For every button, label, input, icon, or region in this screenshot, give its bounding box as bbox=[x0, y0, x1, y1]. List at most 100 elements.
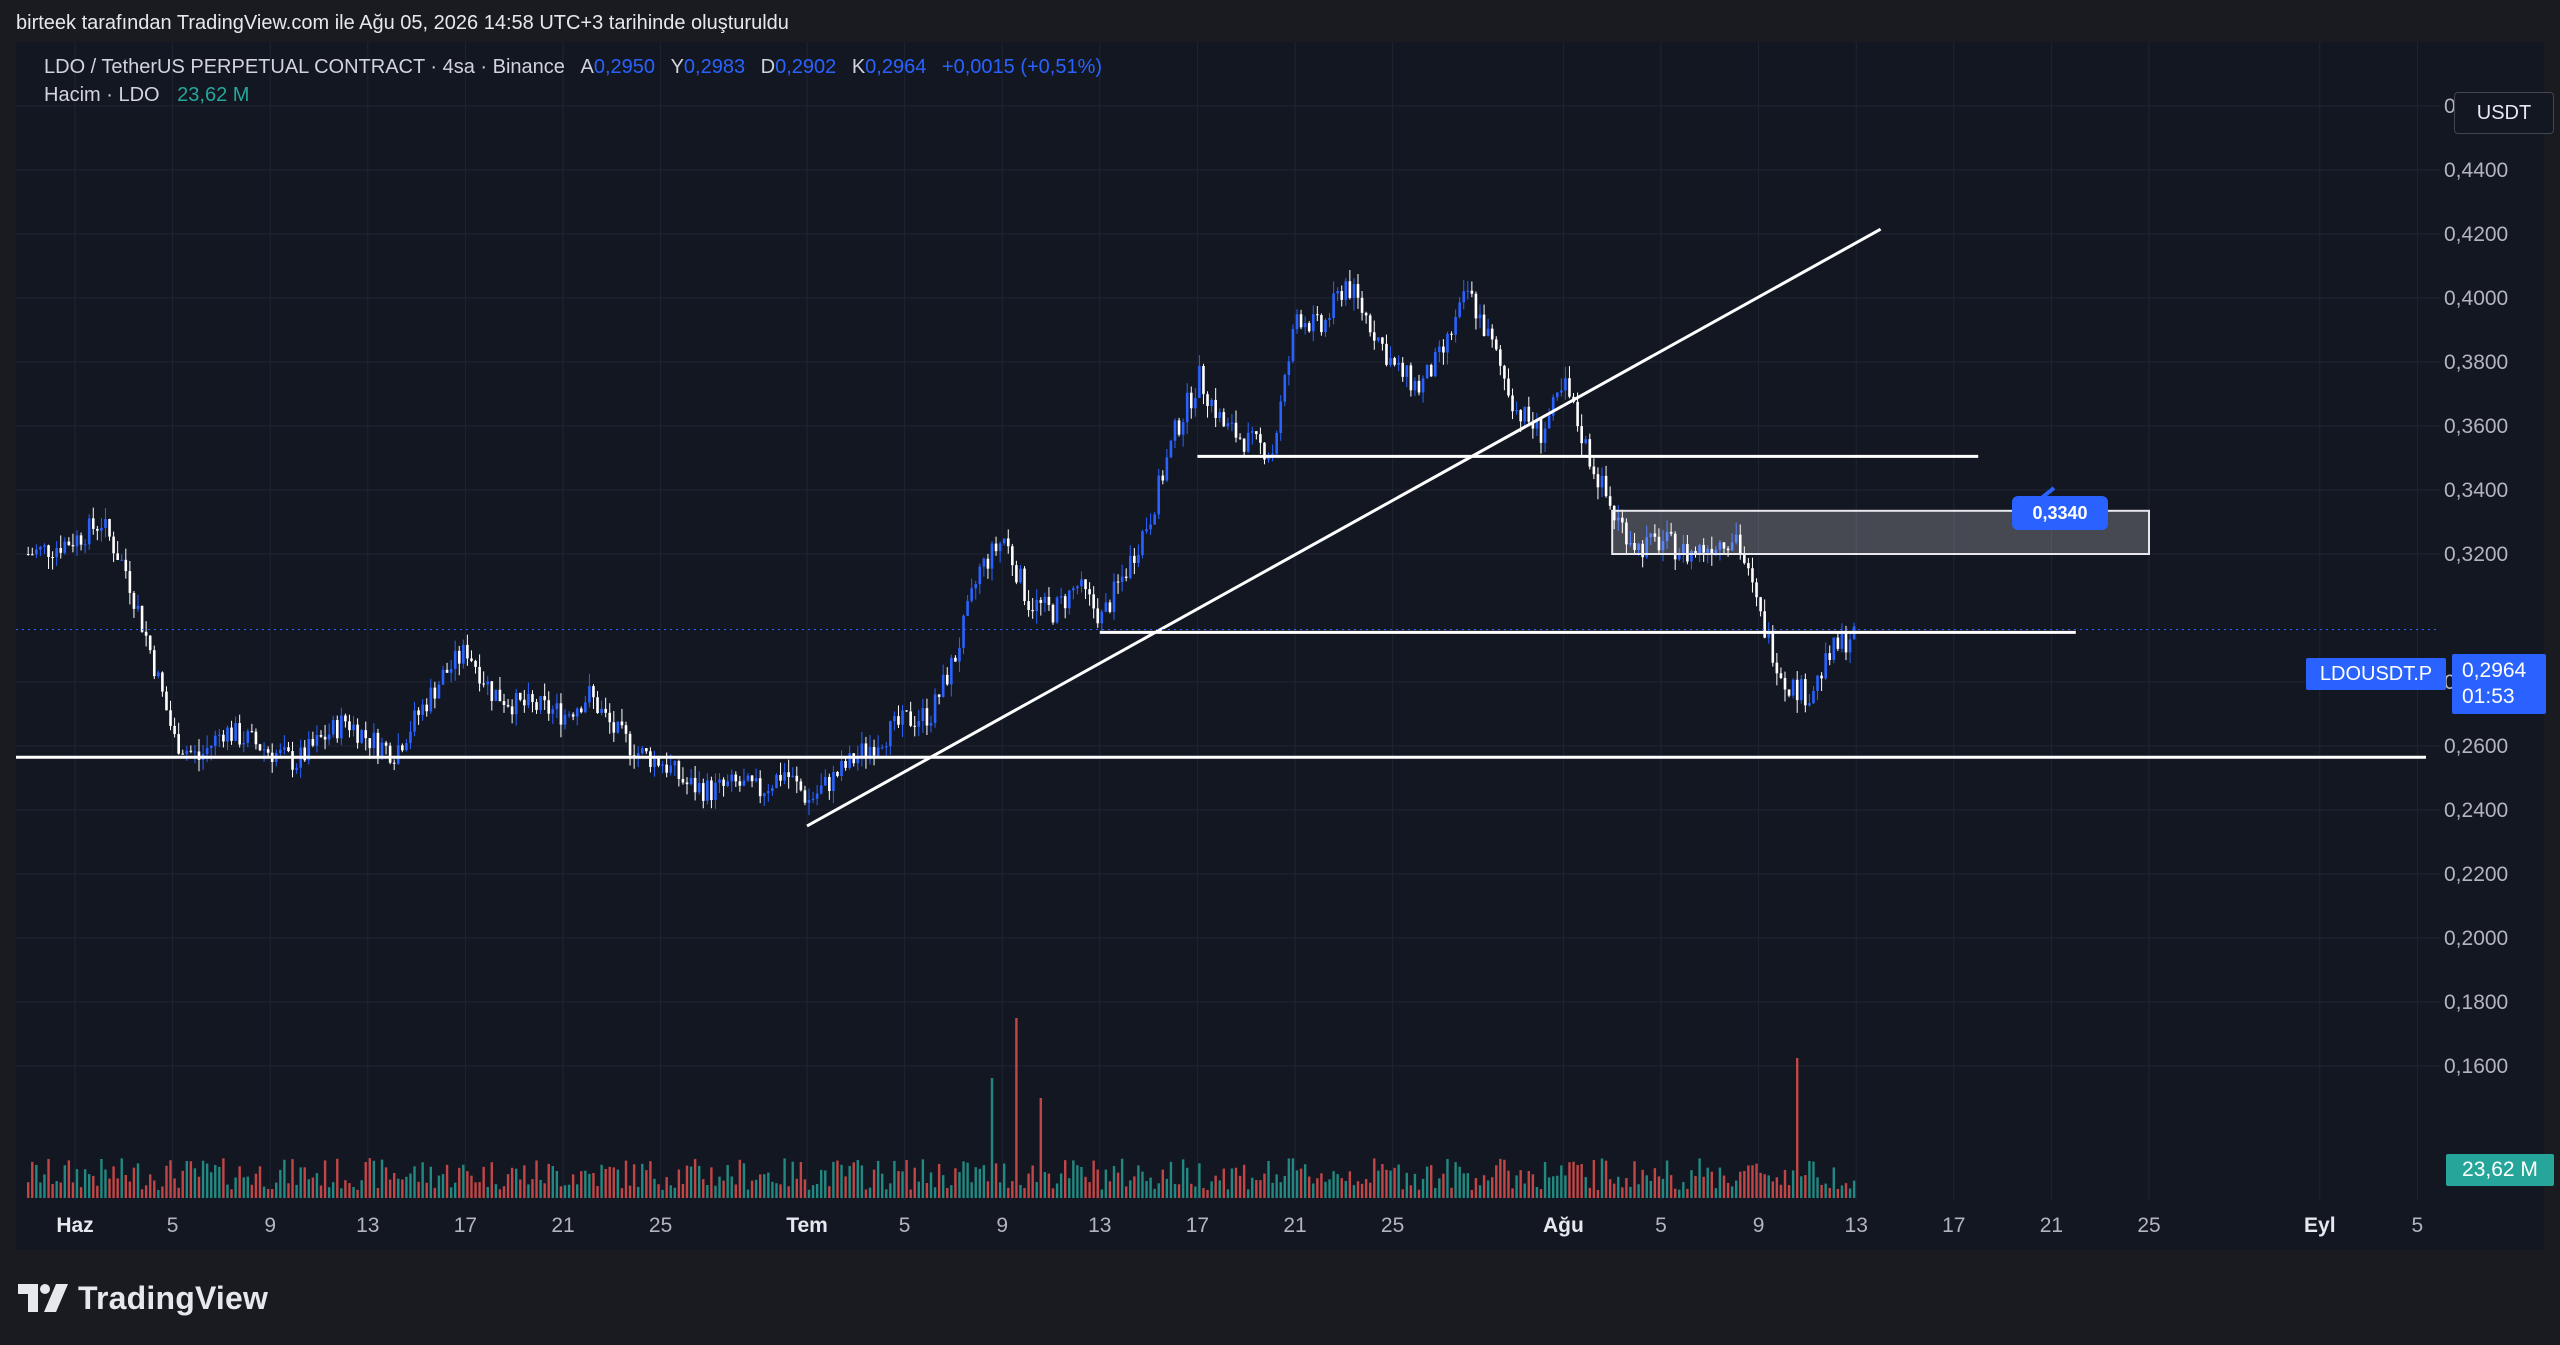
candle-body bbox=[559, 703, 563, 725]
volume-bar bbox=[836, 1160, 839, 1198]
volume-bar bbox=[738, 1159, 742, 1198]
candle-body bbox=[701, 783, 705, 801]
volume-bar bbox=[1039, 1098, 1042, 1198]
volume-bar bbox=[181, 1170, 184, 1198]
candle-body bbox=[1547, 415, 1551, 429]
candle-body bbox=[551, 709, 555, 714]
volume-bar bbox=[1775, 1177, 1779, 1198]
candle-body bbox=[1421, 378, 1425, 393]
candle-body bbox=[628, 733, 632, 756]
candle-body bbox=[775, 774, 778, 788]
volume-bar bbox=[567, 1184, 571, 1198]
volume-bar bbox=[1356, 1181, 1360, 1198]
candle-body bbox=[283, 747, 286, 750]
candle-body bbox=[1238, 437, 1242, 439]
chart-area[interactable]: 0,46000,44000,42000,40000,38000,36000,34… bbox=[16, 42, 2554, 1250]
candle-body bbox=[1767, 631, 1771, 638]
volume-bar bbox=[1446, 1158, 1449, 1198]
volume-bar bbox=[1100, 1189, 1103, 1198]
time-axis-label: 25 bbox=[649, 1214, 672, 1237]
volume-bar bbox=[1409, 1185, 1413, 1198]
volume-bar bbox=[783, 1158, 786, 1198]
candle-body bbox=[1462, 291, 1466, 303]
volume-bar bbox=[588, 1173, 591, 1198]
candle-body bbox=[1177, 420, 1181, 435]
candle-body bbox=[1511, 395, 1514, 412]
volume-bar bbox=[1641, 1169, 1644, 1198]
volume-bar bbox=[1369, 1182, 1372, 1198]
volume-bar bbox=[1458, 1166, 1461, 1198]
volume-bar bbox=[628, 1185, 632, 1198]
candle-body bbox=[331, 720, 335, 735]
price-chart[interactable]: 0,46000,44000,42000,40000,38000,36000,34… bbox=[16, 42, 2544, 1250]
candle-body bbox=[653, 757, 656, 767]
candle-body bbox=[35, 549, 38, 555]
candle-body bbox=[547, 700, 551, 714]
candle-body bbox=[1808, 703, 1811, 706]
time-axis-label: 21 bbox=[1283, 1214, 1306, 1237]
candle-body bbox=[1413, 380, 1417, 391]
volume-bar bbox=[966, 1162, 969, 1198]
price-callout[interactable]: 0,3340 bbox=[2012, 496, 2108, 530]
volume-bar bbox=[1466, 1173, 1469, 1198]
volume-bar bbox=[246, 1176, 249, 1198]
volume-bar bbox=[169, 1160, 172, 1198]
volume-bar bbox=[576, 1184, 579, 1198]
candles bbox=[26, 270, 1856, 816]
candle-body bbox=[148, 635, 152, 651]
candle-body bbox=[1002, 538, 1006, 544]
candle-body bbox=[1405, 365, 1409, 377]
candle-body bbox=[218, 734, 221, 736]
volume-bar bbox=[1051, 1188, 1055, 1198]
volume-bar bbox=[734, 1184, 737, 1198]
volume-bar bbox=[279, 1169, 282, 1198]
volume-bar bbox=[893, 1160, 896, 1198]
volume-bar bbox=[1324, 1181, 1327, 1198]
volume-bar bbox=[1072, 1160, 1075, 1198]
candle-body bbox=[1055, 597, 1059, 623]
volume-bar bbox=[1226, 1189, 1230, 1198]
volume-bar bbox=[384, 1167, 388, 1198]
candle-body bbox=[799, 781, 803, 791]
volume-bar bbox=[693, 1159, 697, 1198]
candle-body bbox=[966, 600, 969, 616]
candle-body bbox=[669, 765, 673, 773]
candle-body bbox=[1307, 323, 1311, 332]
volume-bar bbox=[1523, 1183, 1526, 1198]
currency-selector[interactable]: USDT bbox=[2454, 92, 2554, 134]
volume-bar bbox=[1779, 1184, 1783, 1198]
candle-body bbox=[413, 710, 416, 732]
candle-body bbox=[1059, 596, 1063, 598]
volume-bar bbox=[746, 1189, 750, 1198]
last-price-value: 0,2964 bbox=[2462, 659, 2527, 682]
candle-body bbox=[563, 714, 567, 725]
candle-body bbox=[1250, 431, 1254, 433]
candle-body bbox=[1616, 517, 1620, 521]
candle-body bbox=[1718, 542, 1722, 550]
volume-bar bbox=[96, 1185, 99, 1198]
volume-bar bbox=[828, 1186, 831, 1198]
volume-bar bbox=[885, 1189, 888, 1198]
volume-bar bbox=[1442, 1173, 1445, 1198]
candle-body bbox=[693, 777, 697, 793]
candle-body bbox=[1202, 365, 1205, 395]
candle-body bbox=[1100, 611, 1104, 624]
candle-body bbox=[348, 721, 351, 731]
candle-body bbox=[1446, 333, 1449, 353]
candle-body bbox=[441, 669, 445, 685]
candle-body bbox=[433, 687, 437, 699]
volume-bar bbox=[1588, 1187, 1591, 1198]
volume-bar bbox=[1108, 1181, 1112, 1198]
candle-body bbox=[1568, 378, 1571, 397]
volume-bar bbox=[482, 1166, 485, 1198]
time-axis-label: 21 bbox=[2040, 1214, 2063, 1237]
candle-body bbox=[982, 558, 986, 567]
volume-bar bbox=[1682, 1182, 1685, 1198]
candle-body bbox=[681, 779, 685, 783]
tradingview-logo[interactable]: TradingView bbox=[18, 1280, 268, 1316]
volume-bar bbox=[868, 1187, 872, 1198]
volume-bar bbox=[1425, 1166, 1429, 1198]
volume-bar bbox=[458, 1167, 461, 1198]
volume-bar bbox=[1011, 1181, 1014, 1198]
volume-bar bbox=[462, 1164, 465, 1198]
